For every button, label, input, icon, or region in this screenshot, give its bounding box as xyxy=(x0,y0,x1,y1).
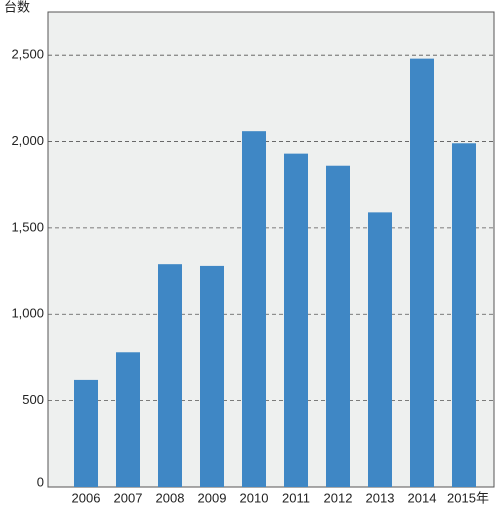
bar xyxy=(326,165,350,487)
y-tick-label: 1,500 xyxy=(11,219,44,234)
bar xyxy=(158,264,182,487)
bar xyxy=(410,58,434,488)
bar xyxy=(242,131,266,487)
bar xyxy=(452,143,476,488)
y-tick-label: 2,000 xyxy=(11,133,44,148)
x-tick-label: 2015年 xyxy=(447,490,489,505)
x-tick-label: 2010 xyxy=(240,490,269,505)
x-tick-label: 2007 xyxy=(114,490,143,505)
y-axis-title: 台数 xyxy=(4,0,30,14)
x-tick-label: 2012 xyxy=(324,490,353,505)
bar xyxy=(200,265,224,487)
x-tick-label: 2013 xyxy=(366,490,395,505)
y-tick-label: 1,000 xyxy=(11,306,44,321)
bar xyxy=(116,352,140,487)
bar xyxy=(368,212,392,487)
x-tick-label: 2009 xyxy=(198,490,227,505)
y-tick-label: 0 xyxy=(37,474,44,489)
x-tick-label: 2008 xyxy=(156,490,185,505)
x-tick-label: 2006 xyxy=(72,490,101,505)
bar xyxy=(74,379,98,487)
bar xyxy=(284,153,308,488)
y-tick-label: 500 xyxy=(22,392,44,407)
x-tick-label: 2014 xyxy=(408,490,437,505)
y-tick-label: 2,500 xyxy=(11,47,44,62)
x-tick-label: 2011 xyxy=(282,490,310,505)
